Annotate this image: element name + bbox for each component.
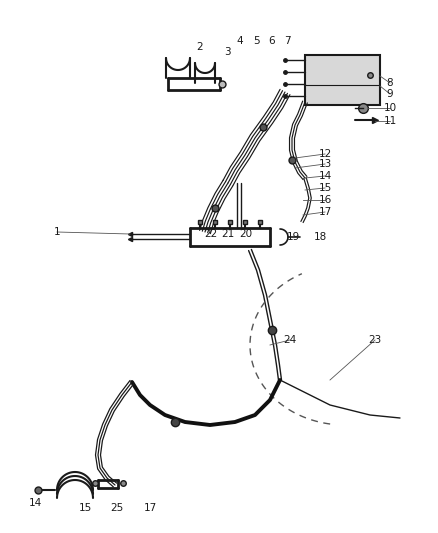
Text: 9: 9 — [387, 89, 393, 99]
Text: 7: 7 — [284, 36, 290, 46]
Text: 19: 19 — [286, 232, 300, 242]
Text: 6: 6 — [268, 36, 276, 46]
Text: 4: 4 — [237, 36, 244, 46]
Text: 2: 2 — [197, 42, 203, 52]
Text: 17: 17 — [318, 207, 332, 217]
Text: 20: 20 — [240, 229, 253, 239]
Text: 5: 5 — [253, 36, 259, 46]
Text: 21: 21 — [221, 229, 235, 239]
Text: 10: 10 — [383, 103, 396, 113]
Text: 15: 15 — [318, 183, 332, 193]
Text: 25: 25 — [110, 503, 124, 513]
Text: 23: 23 — [368, 335, 381, 345]
Bar — [305, 55, 380, 105]
Text: 14: 14 — [28, 498, 42, 508]
Text: 18: 18 — [313, 232, 327, 242]
Text: 24: 24 — [283, 335, 297, 345]
Text: 22: 22 — [205, 229, 218, 239]
Text: 3: 3 — [224, 47, 230, 57]
Text: 13: 13 — [318, 159, 332, 169]
Text: 1: 1 — [54, 227, 60, 237]
Text: 11: 11 — [383, 116, 397, 126]
Text: 14: 14 — [318, 171, 332, 181]
Text: 8: 8 — [387, 78, 393, 88]
Text: 17: 17 — [143, 503, 157, 513]
Text: 12: 12 — [318, 149, 332, 159]
Text: 16: 16 — [318, 195, 332, 205]
Text: 15: 15 — [78, 503, 92, 513]
